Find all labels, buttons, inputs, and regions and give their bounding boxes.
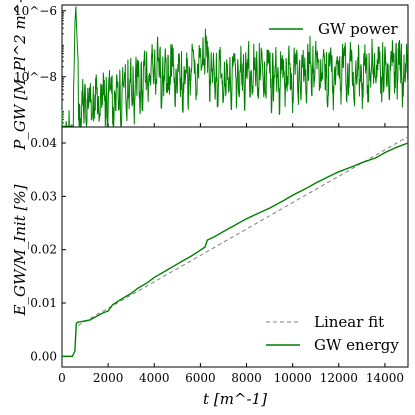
bottom-axes-frame <box>61 126 409 368</box>
bottom-x-tick-label: 6000 <box>185 371 216 385</box>
top-legend: GW power <box>269 20 399 38</box>
bottom-legend: Linear fit GW energy <box>266 313 399 354</box>
top-ticks: 10^−6 10^−8 <box>14 4 386 128</box>
bottom-ticks: 0.00 0.01 0.02 0.03 0.04 0 2000 4000 6000 8000 100… <box>30 136 404 385</box>
bottom-y-tick-label: 0.04 <box>30 136 57 150</box>
legend-label-linear-fit: Linear fit <box>314 313 384 331</box>
bottom-panel: 0.00 0.01 0.02 0.03 0.04 0 2000 4000 6000 8000 100… <box>11 126 409 408</box>
bottom-y-axis-label: E_GW/M_Init [%] <box>11 184 29 316</box>
series-linear-fit-line <box>77 136 409 326</box>
bottom-y-tick-label: 0.02 <box>30 243 57 257</box>
bottom-x-tick-label: 12000 <box>320 371 358 385</box>
series-gw-energy-line <box>62 142 409 357</box>
series-gw-power-line <box>61 6 409 127</box>
top-panel: 10^−6 10^−8 P_GW [M_Pl^2 m^-2] GW power <box>11 0 409 151</box>
bottom-x-tick-label: 4000 <box>139 371 170 385</box>
bottom-x-tick-label: 14000 <box>366 371 404 385</box>
bottom-y-tick-label: 0.03 <box>30 189 57 203</box>
legend-label-gw-energy: GW energy <box>314 336 399 354</box>
bottom-x-tick-label: 2000 <box>93 371 124 385</box>
legend-label-gw-power: GW power <box>318 20 399 38</box>
bottom-y-tick-label: 0.00 <box>30 349 57 363</box>
top-y-tick-label: 10^−8 <box>14 70 57 84</box>
bottom-x-tick-label: 0 <box>58 371 66 385</box>
bottom-x-tick-label: 10000 <box>274 371 312 385</box>
bottom-series <box>62 136 409 357</box>
bottom-x-tick-label: 8000 <box>231 371 262 385</box>
x-axis-label: t [m^-1] <box>203 390 267 408</box>
top-series <box>61 6 409 127</box>
top-y-axis-label: P_GW [M_Pl^2 m^-2] <box>11 0 29 151</box>
bottom-y-tick-label: 0.01 <box>30 296 57 310</box>
top-y-tick-label: 10^−6 <box>14 4 57 18</box>
